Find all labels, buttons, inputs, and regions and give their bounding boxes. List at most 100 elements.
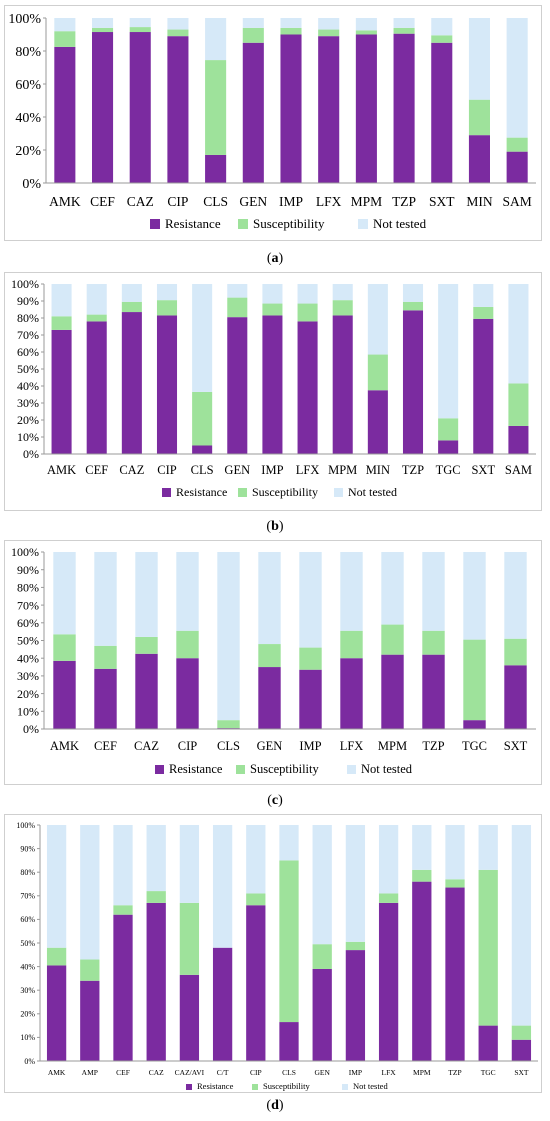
- bar-not-tested: [53, 552, 76, 635]
- legend-swatch-not-tested: [342, 1084, 348, 1090]
- x-tick-label: CAZ/AVI: [175, 1068, 205, 1077]
- bar-not-tested: [156, 284, 178, 301]
- x-tick-label: CAZ: [149, 1068, 164, 1077]
- y-tick-label: 50%: [17, 362, 39, 376]
- bar-susceptibility: [121, 301, 142, 313]
- bar-not-tested: [478, 825, 498, 870]
- x-tick-label: CIP: [250, 1068, 262, 1077]
- y-tick-label: 80%: [17, 581, 39, 595]
- bar-not-tested: [280, 18, 302, 28]
- bar-not-tested: [345, 825, 366, 942]
- bar-not-tested: [146, 825, 166, 892]
- y-tick-label: 70%: [17, 598, 39, 612]
- bar-susceptibility: [242, 27, 264, 43]
- x-tick-label: TGC: [481, 1068, 496, 1077]
- bar-not-tested: [54, 18, 76, 32]
- bar-susceptibility: [393, 27, 415, 34]
- bar-resistance: [438, 440, 459, 454]
- chart-panel-b: 0% 10% 20% 30% 40% 50% 60% 70% 80% 90% 100% AMK CEF C…: [0, 268, 550, 540]
- bar-resistance: [506, 151, 528, 183]
- x-tick-label: SAM: [505, 463, 532, 477]
- bar-susceptibility: [297, 303, 318, 322]
- bar-not-tested: [80, 825, 100, 960]
- x-tick-label: AMK: [47, 463, 76, 477]
- bar-susceptibility: [378, 893, 399, 903]
- x-tick-label: SXT: [504, 739, 528, 753]
- bar-susceptibility: [504, 638, 527, 666]
- bar-resistance: [146, 902, 166, 1061]
- y-tick-label: 0%: [24, 1057, 35, 1066]
- bar-not-tested: [217, 552, 240, 721]
- bar-not-tested: [86, 284, 107, 315]
- bar-susceptibility: [312, 944, 332, 969]
- x-tick-label: GEN: [314, 1068, 330, 1077]
- y-tick-label: 80%: [15, 45, 41, 60]
- bar-resistance: [94, 668, 117, 729]
- bar-not-tested: [297, 284, 318, 304]
- x-tick-label: LFX: [296, 463, 320, 477]
- chart-panel-a: 0% 20% 40% 60% 80% 100% AMK CEF CAZ CIP CLS GEN IMP L…: [0, 0, 550, 270]
- y-tick-label: 30%: [17, 396, 39, 410]
- caption-c: (c): [267, 793, 283, 808]
- x-tick-label: TGC: [462, 739, 487, 753]
- bar-susceptibility: [422, 630, 445, 655]
- x-tick-label: MPM: [413, 1068, 431, 1077]
- y-tick-label: 100%: [11, 545, 39, 559]
- bar-susceptibility: [53, 634, 76, 661]
- x-tick-label: IMP: [261, 463, 283, 477]
- y-tick-label: 50%: [17, 634, 39, 648]
- bar-not-tested: [205, 18, 227, 61]
- bar-not-tested: [51, 284, 72, 317]
- bar-resistance: [445, 887, 465, 1061]
- chart-b: 0% 10% 20% 30% 40% 50% 60% 70% 80% 90% 100% AMK CEF C…: [4, 272, 542, 511]
- x-tick-label: AMK: [49, 194, 81, 209]
- x-tick-label: TZP: [422, 739, 444, 753]
- y-tick-label: 90%: [17, 563, 39, 577]
- legend-label-not-tested: Not tested: [353, 1081, 388, 1091]
- bar-not-tested: [242, 18, 264, 28]
- bar-not-tested: [299, 552, 322, 648]
- chart-d: 0% 10% 20% 30% 40% 50% 60% 70% 80% 90% 100% AMK AMP C…: [4, 814, 542, 1093]
- bar-resistance: [402, 310, 424, 454]
- bar-susceptibility: [167, 29, 189, 37]
- bar-resistance: [121, 312, 142, 454]
- bar-resistance: [156, 315, 178, 454]
- legend-label-not-tested: Not tested: [348, 485, 397, 499]
- bar-not-tested: [94, 552, 117, 646]
- y-tick-label: 0%: [23, 447, 39, 461]
- x-tick-label: SXT: [429, 194, 455, 209]
- bar-not-tested: [340, 552, 363, 631]
- x-tick-label: CAZ: [127, 194, 154, 209]
- y-tick-label: 60%: [17, 345, 39, 359]
- legend-swatch-resistance: [162, 488, 171, 497]
- bar-resistance: [367, 390, 388, 454]
- bar-susceptibility: [367, 354, 388, 391]
- bar-susceptibility: [54, 31, 76, 47]
- bar-not-tested: [227, 284, 248, 298]
- bar-not-tested: [445, 825, 465, 880]
- bar-not-tested: [402, 284, 424, 302]
- x-tick-label: MIN: [466, 194, 492, 209]
- y-tick-label: 10%: [20, 1033, 35, 1042]
- bar-susceptibility: [246, 893, 266, 906]
- x-tick-label: AMK: [50, 739, 79, 753]
- bar-susceptibility: [279, 860, 299, 1023]
- legend-swatch-not-tested: [358, 219, 368, 229]
- legend-label-not-tested: Not tested: [361, 762, 413, 776]
- bar-resistance: [212, 947, 233, 1061]
- x-tick-label: TGC: [436, 463, 461, 477]
- bar-not-tested: [92, 18, 114, 28]
- bar-resistance: [167, 36, 189, 184]
- bar-resistance: [378, 902, 399, 1061]
- bar-susceptibility: [179, 902, 200, 975]
- bar-not-tested: [463, 552, 486, 640]
- legend-label-resistance: Resistance: [165, 216, 221, 231]
- bar-not-tested: [412, 825, 432, 870]
- x-tick-label: CLS: [282, 1068, 296, 1077]
- bar-resistance: [246, 905, 266, 1061]
- bar-not-tested: [367, 284, 388, 355]
- bar-resistance: [355, 34, 377, 183]
- y-tick-label: 100%: [16, 821, 35, 830]
- bar-not-tested: [258, 552, 281, 645]
- bar-susceptibility: [176, 630, 199, 659]
